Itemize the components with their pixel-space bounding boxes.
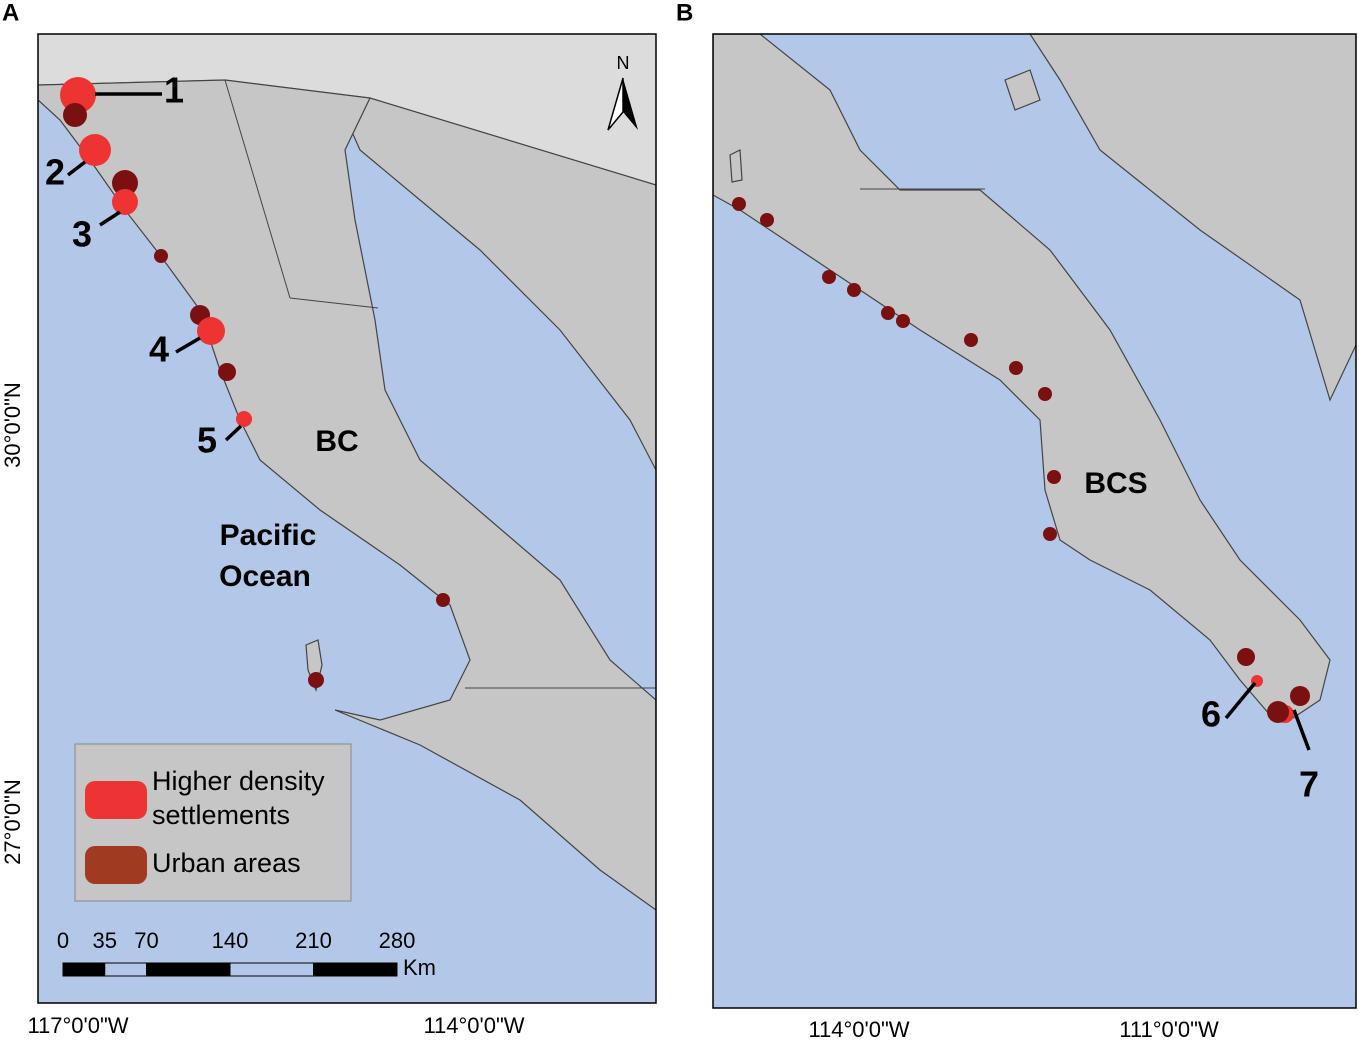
scale-segment <box>146 962 231 977</box>
ocean-label: Pacific <box>220 519 317 552</box>
legend-label: Urban areas <box>152 848 301 878</box>
north-label: N <box>617 53 630 73</box>
site-label: 7 <box>1299 764 1319 805</box>
scale-segment <box>313 962 398 977</box>
scale-tick-label: 0 <box>57 928 69 953</box>
region-label: BC <box>315 425 358 458</box>
map-b <box>713 34 1356 1008</box>
legend-swatch <box>85 781 147 819</box>
lat-label: 30°0'0"N <box>0 382 25 468</box>
site-label: 4 <box>149 329 169 370</box>
lon-label: 114°0'0"W <box>808 1017 909 1042</box>
scale-tick-label: 280 <box>379 928 416 953</box>
scale-tick-label: 35 <box>93 928 117 953</box>
lon-label: 114°0'0"W <box>423 1013 524 1038</box>
lon-label: 117°0'0"W <box>27 1013 128 1038</box>
legend-label: Higher density <box>152 766 325 796</box>
site-label: 3 <box>72 214 92 255</box>
ocean-label: Ocean <box>219 560 311 593</box>
scale-segment <box>229 962 314 977</box>
scale-tick-label: 70 <box>134 928 158 953</box>
site-label: 2 <box>45 152 65 193</box>
region-label: BCS <box>1084 467 1147 500</box>
scale-unit: Km <box>403 955 436 980</box>
legend-swatch <box>85 846 147 884</box>
legend-label: settlements <box>152 800 290 830</box>
scale-segment <box>104 962 147 977</box>
scale-tick-label: 140 <box>212 928 249 953</box>
site-label: 5 <box>197 420 217 461</box>
scale-segment <box>62 962 106 977</box>
lon-label: 111°0'0"W <box>1119 1017 1219 1042</box>
scale-tick-label: 210 <box>295 928 332 953</box>
lat-label: 27°0'0"N <box>0 779 25 865</box>
site-label: 6 <box>1201 694 1221 735</box>
legend: Higher density settlements Urban areas <box>85 766 325 884</box>
panel-label: A <box>2 0 19 26</box>
site-label: 1 <box>164 70 184 111</box>
panel-label: B <box>676 0 693 26</box>
